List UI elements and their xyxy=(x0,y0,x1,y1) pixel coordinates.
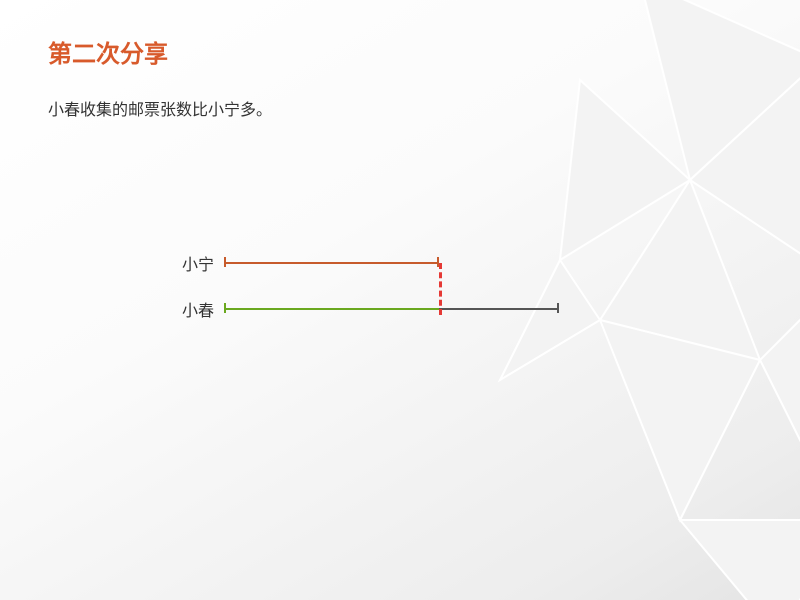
bar-label-xiaochun: 小春 xyxy=(170,297,224,321)
bar-area-1 xyxy=(224,302,600,316)
slide-title: 第二次分享 xyxy=(48,34,168,69)
bar-segment xyxy=(224,308,439,310)
bar-area-0 xyxy=(224,256,600,270)
bar-cap xyxy=(224,303,226,313)
bar-label-xiaoning: 小宁 xyxy=(170,251,224,275)
dashed-connector xyxy=(439,263,442,315)
bar-cap xyxy=(224,257,226,267)
bar-cap xyxy=(557,303,559,313)
bar-segment xyxy=(439,308,559,310)
bar-row: 小宁 xyxy=(170,240,600,286)
bar-row: 小春 xyxy=(170,286,600,332)
bar-segment xyxy=(224,262,439,264)
slide-subtitle: 小春收集的邮票张数比小宁多。 xyxy=(48,96,272,120)
bar-comparison-diagram: 小宁 小春 xyxy=(170,240,600,340)
